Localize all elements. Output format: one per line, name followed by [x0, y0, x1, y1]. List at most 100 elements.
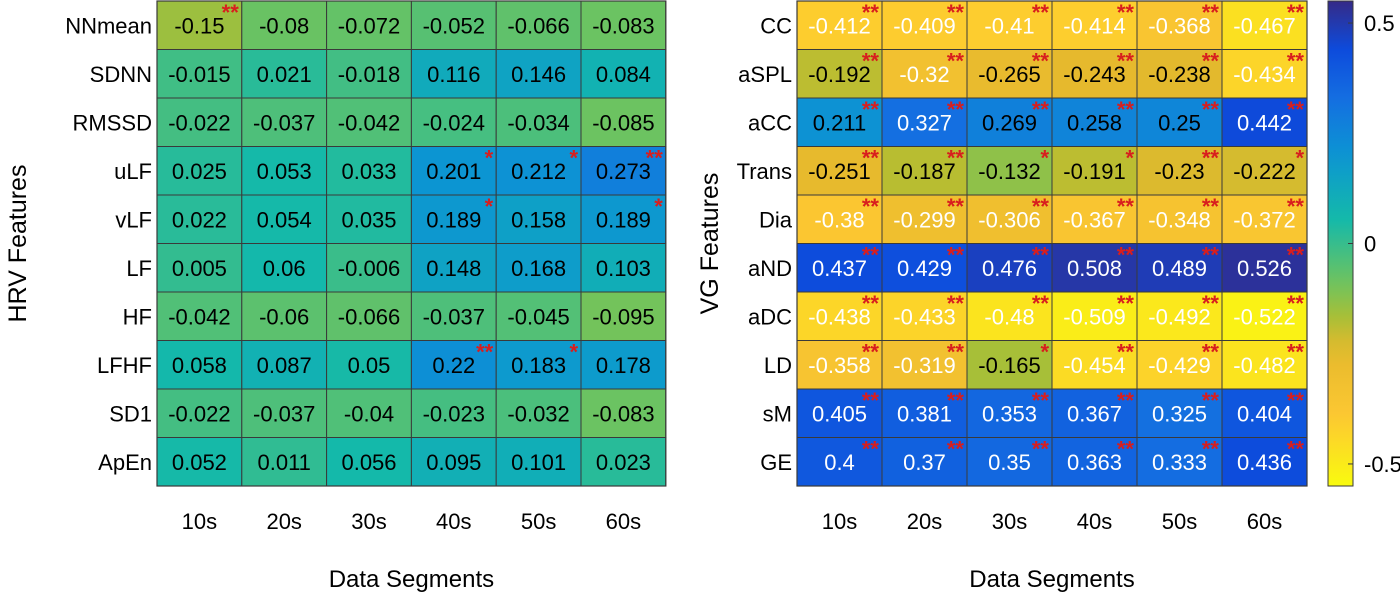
- significance-marker: **: [1287, 437, 1305, 462]
- significance-marker: **: [1287, 388, 1305, 413]
- significance-marker: **: [1032, 97, 1050, 122]
- significance-marker: **: [1202, 194, 1220, 219]
- cell-value-label: 0.023: [596, 450, 651, 475]
- heatmap-cell: [1136, 243, 1223, 293]
- significance-marker: **: [1202, 146, 1220, 171]
- cell-value-label: 0.033: [341, 159, 396, 184]
- cell-value-label: 0.489: [1152, 256, 1207, 281]
- cell-value-label: -0.48: [984, 304, 1034, 329]
- cell-value-label: -0.022: [168, 401, 230, 426]
- cell-value-label: -0.192: [808, 62, 870, 87]
- heatmap-cell: [241, 146, 328, 196]
- heatmap-cell: [156, 243, 243, 293]
- heatmap-cell: [326, 291, 412, 341]
- cell-value-label: -0.306: [978, 207, 1040, 232]
- cell-value-label: 0.211: [813, 110, 866, 135]
- cell-value-label: 0.052: [172, 450, 227, 475]
- heatmap-cell: [1221, 243, 1308, 293]
- cell-value-label: 0.325: [1152, 401, 1207, 426]
- significance-marker: **: [947, 291, 965, 316]
- cell-value-label: -0.358: [808, 353, 870, 378]
- cell-value-label: 0.25: [1158, 110, 1201, 135]
- heatmap-cell: [241, 97, 328, 147]
- cell-value-label: 0.058: [172, 353, 227, 378]
- cell-value-label: 0.363: [1067, 450, 1122, 475]
- cell-value-label: 0.37: [903, 450, 946, 475]
- cell-value-label: 0.367: [1067, 401, 1122, 426]
- cell-value-label: 0.201: [426, 159, 481, 184]
- x-axis-title: Data Segments: [969, 566, 1134, 593]
- cell-value-label: -0.265: [978, 62, 1040, 87]
- y-tick-label: LF: [126, 256, 152, 281]
- heatmap-cell: [1051, 97, 1138, 147]
- significance-marker: **: [1117, 0, 1135, 25]
- cell-value-label: -0.368: [1148, 13, 1210, 38]
- heatmap-cell: [580, 291, 667, 341]
- heatmap-cell: [156, 146, 243, 196]
- cell-value-label: 0.025: [172, 159, 227, 184]
- significance-marker: **: [1032, 437, 1050, 462]
- heatmap-cell: [410, 146, 497, 196]
- y-tick-label: aCC: [748, 110, 792, 135]
- heatmap-cell: [796, 243, 883, 293]
- cell-value-label: -0.024: [423, 110, 485, 135]
- plot-frame: [156, 0, 667, 487]
- cell-value-label: -0.165: [978, 353, 1040, 378]
- heatmap-cell: [326, 146, 412, 196]
- cell-value-label: -0.238: [1148, 62, 1210, 87]
- cell-value-label: -0.08: [259, 13, 309, 38]
- y-tick-label: HF: [123, 304, 152, 329]
- x-tick-label: 50s: [521, 509, 556, 534]
- cell-value-label: -0.187: [893, 159, 955, 184]
- cell-value-label: 0.381: [897, 401, 952, 426]
- cell-value-label: 0.4: [824, 450, 855, 475]
- heatmap-cell: [1136, 340, 1223, 390]
- significance-marker: **: [1117, 243, 1135, 268]
- cell-value-label: 0.258: [1067, 110, 1122, 135]
- cell-value-label: -0.052: [423, 13, 485, 38]
- heatmap-cell: [410, 340, 497, 390]
- vg-heatmap: -0.412**-0.409**-0.41**-0.414**-0.368**-…: [696, 0, 1308, 593]
- cell-value-label: -0.006: [338, 256, 400, 281]
- heatmap-cell: [796, 291, 883, 341]
- heatmap-cell: [156, 291, 243, 341]
- cell-value-label: -0.022: [168, 110, 230, 135]
- y-tick-label: GE: [760, 450, 792, 475]
- heatmap-cell: [1051, 243, 1138, 293]
- cell-value-label: 0.405: [812, 401, 867, 426]
- cell-value-label: -0.522: [1233, 304, 1295, 329]
- heatmap-cell: [580, 0, 667, 50]
- cell-value-label: -0.085: [592, 110, 654, 135]
- significance-marker: **: [862, 437, 880, 462]
- heatmap-cell: [580, 340, 667, 390]
- cell-value-label: 0.103: [596, 256, 651, 281]
- x-tick-label: 40s: [1077, 509, 1112, 534]
- heatmap-cell: [966, 194, 1053, 244]
- x-tick-label: 30s: [992, 509, 1027, 534]
- cell-value-label: -0.037: [253, 110, 315, 135]
- heatmap-cell: [1136, 388, 1223, 438]
- heatmap-cell: [881, 194, 968, 244]
- cell-value-label: 0.437: [812, 256, 867, 281]
- significance-marker: **: [1032, 388, 1050, 413]
- cell-value-label: 0.005: [172, 256, 227, 281]
- cell-value-label: -0.066: [338, 304, 400, 329]
- x-tick-label: 40s: [436, 509, 471, 534]
- cell-value-label: -0.429: [1148, 353, 1210, 378]
- significance-marker: **: [1117, 49, 1135, 74]
- cell-value-label: 0.212: [511, 159, 566, 184]
- cell-value-label: 0.05: [348, 353, 391, 378]
- heatmap-cell: [326, 194, 412, 244]
- significance-marker: **: [947, 0, 965, 25]
- y-axis-title: HRV Features: [4, 165, 32, 323]
- heatmap-cell: [156, 437, 243, 487]
- colorbar-tick-label: -0.5: [1364, 452, 1400, 477]
- cell-value-label: -0.23: [1154, 159, 1204, 184]
- heatmap-cell: [1221, 97, 1308, 147]
- cell-value-label: -0.372: [1233, 207, 1295, 232]
- significance-marker: **: [1202, 291, 1220, 316]
- significance-marker: *: [485, 146, 494, 171]
- y-tick-label: Trans: [737, 159, 792, 184]
- heatmap-cell: [495, 437, 582, 487]
- cell-value-label: -0.072: [338, 13, 400, 38]
